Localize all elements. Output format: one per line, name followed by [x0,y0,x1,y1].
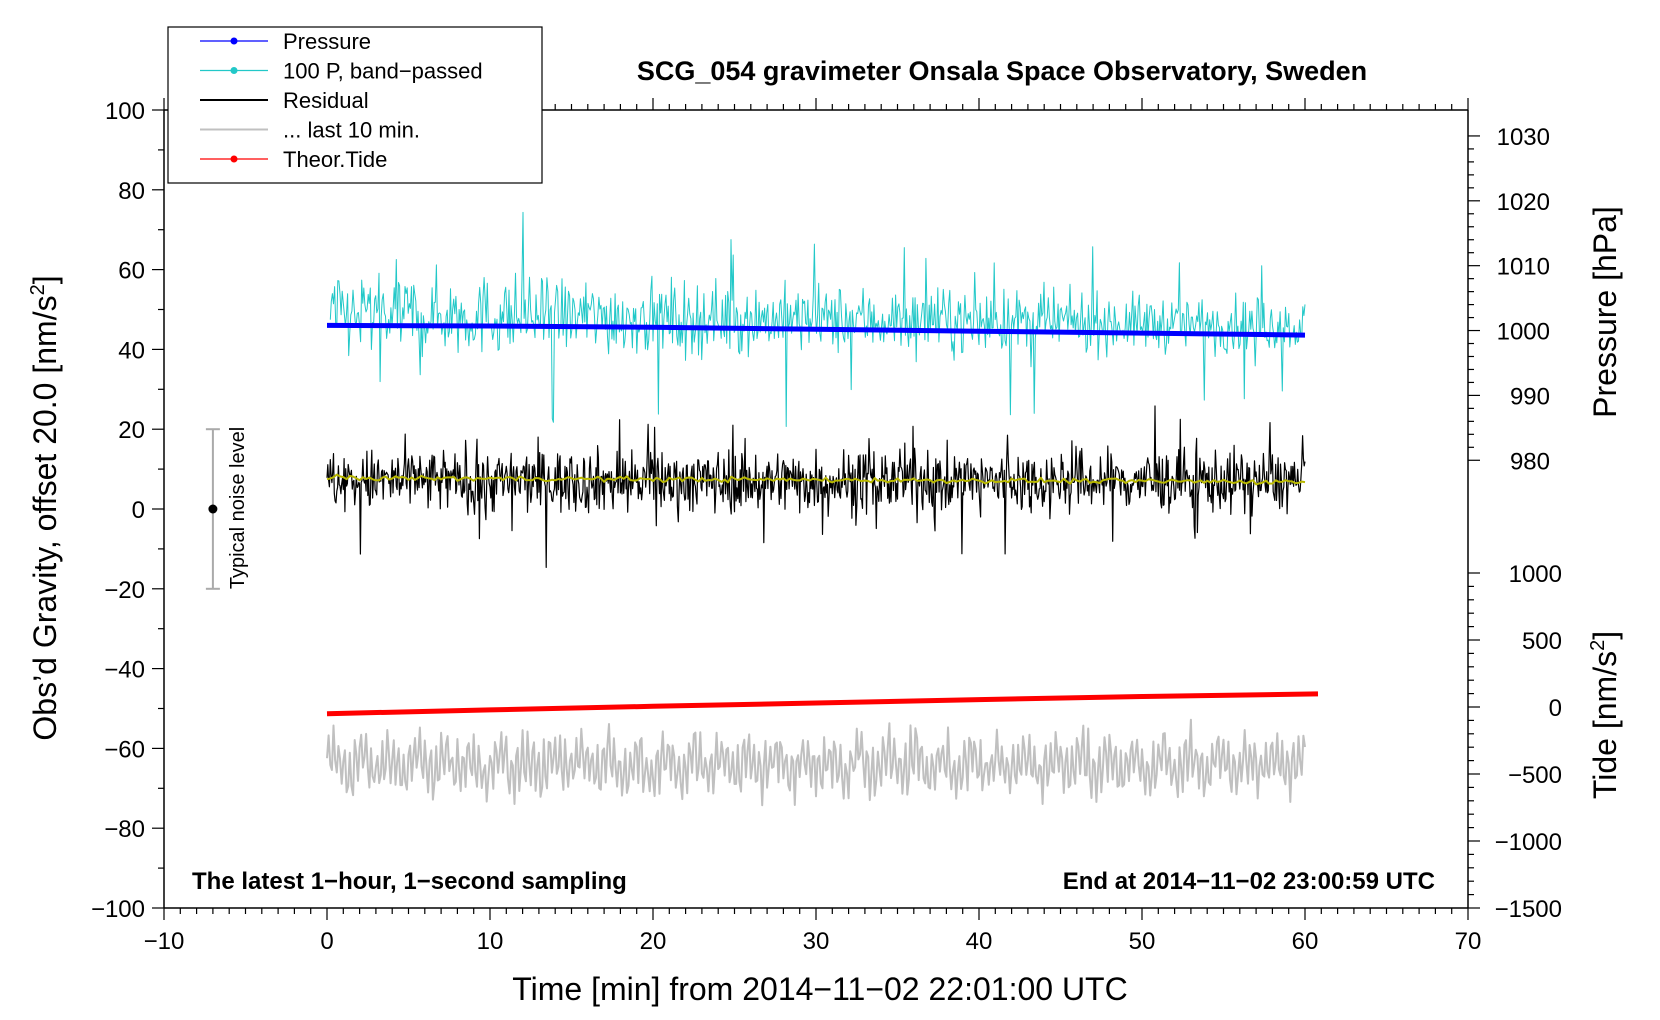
y-axis-left-title-sup: 2 [27,284,49,295]
tide-tick-label: −1500 [1495,896,1562,923]
y-axis-left-title: Obs’d Gravity, offset 20.0 [nm/s2] [27,275,63,740]
legend-label: Theor.Tide [283,147,387,172]
y-axis-left-title-end: ] [27,275,63,284]
y-left-tick-label: 20 [118,417,145,444]
series-last-10-min [326,718,1306,807]
legend-swatch-dot [230,37,238,45]
y-left-tick-label: −20 [104,577,145,604]
x-tick-label: 70 [1455,928,1482,955]
legend-label: Pressure [283,29,371,54]
series-smoothed-residual [326,473,1306,486]
chart-title: SCG_054 gravimeter Onsala Space Observat… [637,56,1367,86]
x-tick-label: 10 [477,928,504,955]
pressure-tick-label: 990 [1510,383,1550,410]
y-axis-pressure-title: Pressure [hPa] [1587,206,1623,418]
x-tick-label: 50 [1129,928,1156,955]
legend: Pressure 100 P, band−passed Residual ... la… [167,26,543,184]
legend-box [167,26,543,184]
tide-tick-label: −500 [1508,762,1562,789]
y-left-tick-label: 80 [118,178,145,205]
y-left-tick-label: 100 [105,98,145,125]
pressure-tick-label: 1020 [1497,189,1550,216]
annotation-right: End at 2014−11−02 23:00:59 UTC [1063,868,1435,895]
series-layer [326,211,1319,807]
y-left-tick-label: 60 [118,258,145,285]
axis-ticks: −10 0 10 20 30 40 50 60 70100806040200−20−40−60−… [91,98,1562,955]
legend-swatch-dot [230,67,238,74]
y-left-tick-label: 40 [118,337,145,364]
noise-level-label: Typical noise level [227,427,249,589]
annotation-left: The latest 1−hour, 1−second sampling [192,868,627,895]
x-tick-label: 30 [803,928,830,955]
tide-tick-label: −1000 [1495,829,1562,856]
y-axis-tide-title-main: Tide [nm/s [1587,651,1623,799]
noise-level-indicator [205,428,220,590]
y-axis-tide-title: Tide [nm/s2] [1587,631,1623,799]
x-tick-label: −10 [144,928,185,955]
tide-tick-label: 1000 [1509,561,1562,588]
legend-label: ... last 10 min. [283,118,420,143]
tide-tick-label: 0 [1549,695,1562,722]
legend-label: Residual [283,88,369,113]
pressure-tick-label: 1000 [1497,319,1550,346]
y-left-tick-label: −100 [91,896,145,923]
pressure-tick-label: 1030 [1497,124,1550,151]
x-tick-label: 0 [320,928,333,955]
series-theor-tide [326,691,1319,717]
series-pressure [326,322,1306,338]
y-left-tick-label: −80 [104,816,145,843]
y-left-tick-label: −40 [104,657,145,684]
x-tick-label: 20 [640,928,667,955]
y-left-tick-label: −60 [104,736,145,763]
pressure-tick-label: 980 [1510,448,1550,475]
legend-label: 100 P, band−passed [283,59,483,84]
tide-tick-label: 500 [1522,628,1562,655]
y-left-tick-label: 0 [132,497,145,524]
y-axis-tide-title-end: ] [1587,631,1623,640]
series-residual [326,405,1306,569]
y-axis-tide-title-sup: 2 [1587,640,1609,651]
x-axis-title: Time [min] from 2014−11−02 22:01:00 UTC [512,971,1127,1007]
noise-center-dot [208,504,218,514]
y-axis-left-title-main: Obs’d Gravity, offset 20.0 [nm/s [27,295,63,740]
pressure-tick-label: 1010 [1497,254,1550,281]
legend-swatch-dot [230,155,238,163]
x-tick-label: 40 [966,928,993,955]
x-tick-label: 60 [1292,928,1319,955]
